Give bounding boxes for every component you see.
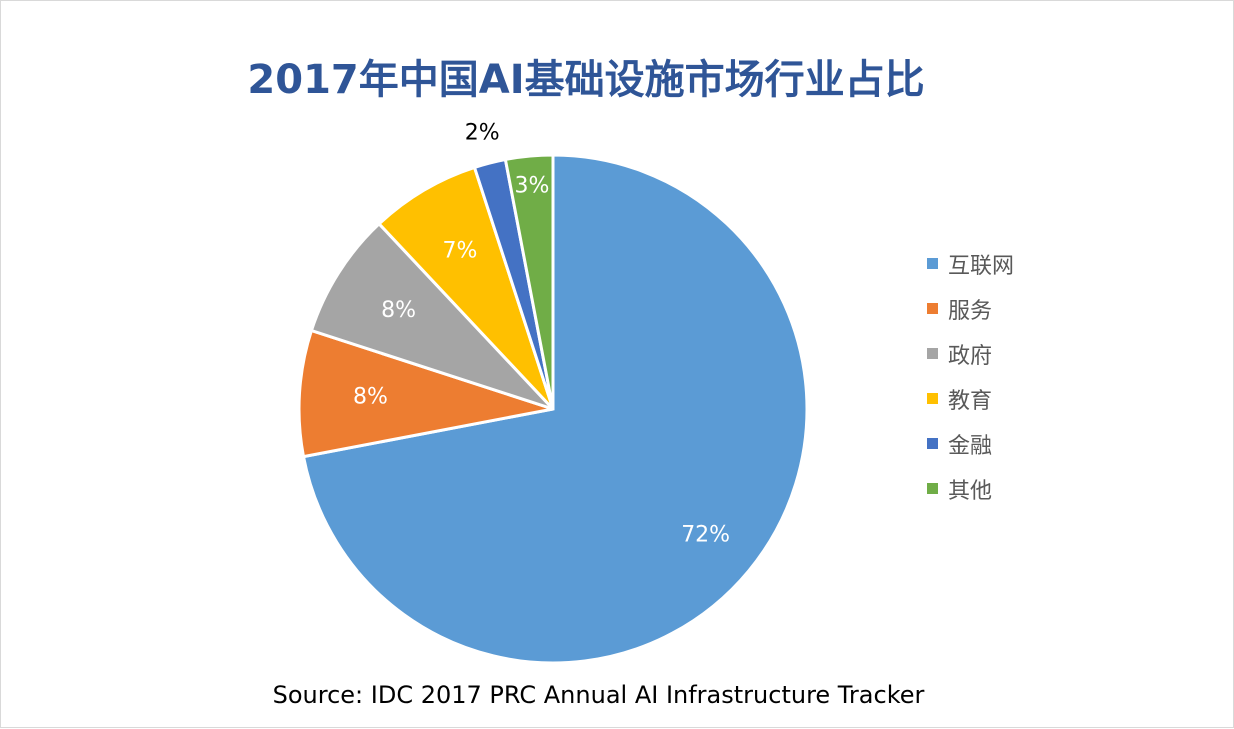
legend-swatch [927, 348, 938, 359]
data-label-4: 7% [442, 239, 477, 264]
legend-label: 互联网 [948, 253, 1015, 279]
data-label-6: 3% [515, 173, 550, 198]
legend-item-1: 互联网 [927, 241, 1127, 286]
pie-slice-2 [297, 328, 554, 459]
pie-slice-1 [301, 153, 809, 665]
legend-label: 服务 [948, 298, 993, 324]
legend-label: 教育 [948, 388, 993, 414]
data-label-1: 72% [681, 522, 730, 547]
source-note: Source: IDC 2017 PRC Annual AI Infrastru… [272, 681, 925, 709]
chart-title: 2017年中国AI基础设施市场行业占比 [247, 57, 925, 103]
legend-item-6: 其他 [927, 466, 1127, 511]
legend-label: 金融 [948, 433, 993, 459]
legend-item-4: 教育 [927, 376, 1127, 421]
legend-swatch [927, 303, 938, 314]
legend-swatch [927, 438, 938, 449]
legend-label: 其他 [948, 478, 993, 504]
legend-item-3: 政府 [927, 331, 1127, 376]
legend-swatch [927, 483, 938, 494]
pie-slice-3 [309, 221, 555, 411]
data-label-2: 8% [353, 385, 388, 410]
data-label-5: 2% [465, 120, 500, 145]
chart-legend: 互联网服务政府教育金融其他 [927, 241, 1127, 511]
legend-item-2: 服务 [927, 286, 1127, 331]
data-label-3: 8% [381, 298, 416, 323]
pie-slice-6 [503, 153, 555, 410]
legend-swatch [927, 258, 938, 269]
pie-slice-4 [377, 165, 555, 411]
legend-swatch [927, 393, 938, 404]
legend-item-5: 金融 [927, 421, 1127, 466]
legend-label: 政府 [948, 343, 993, 369]
